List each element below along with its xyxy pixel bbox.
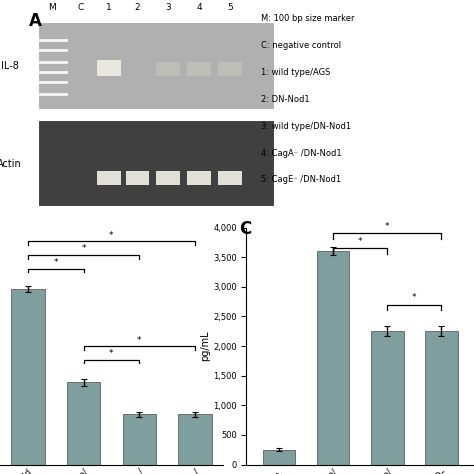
Text: M: 100 bp size marker: M: 100 bp size marker [261, 14, 354, 23]
Bar [122, 414, 156, 465]
FancyBboxPatch shape [97, 60, 121, 76]
Bar [263, 450, 295, 465]
Text: *: * [385, 222, 390, 231]
FancyBboxPatch shape [156, 172, 180, 185]
Text: *: * [412, 293, 417, 302]
Text: A: A [28, 12, 41, 30]
Text: 5: CagE⁻ /DN-Nod1: 5: CagE⁻ /DN-Nod1 [261, 175, 341, 184]
Bar [425, 331, 458, 465]
Text: C: negative control: C: negative control [261, 41, 341, 50]
Text: C: C [77, 3, 84, 12]
FancyBboxPatch shape [187, 62, 211, 76]
Text: M: M [48, 3, 56, 12]
FancyBboxPatch shape [218, 62, 242, 76]
Text: 2: 2 [135, 3, 140, 12]
Bar [371, 331, 403, 465]
Text: 2: DN-Nod1: 2: DN-Nod1 [261, 95, 310, 104]
Y-axis label: pg/mL: pg/mL [200, 331, 210, 361]
Bar [67, 383, 100, 465]
Text: C: C [239, 220, 252, 238]
Text: *: * [137, 336, 141, 345]
Text: 5: 5 [227, 3, 233, 12]
Text: *: * [82, 245, 86, 254]
Text: *: * [109, 231, 114, 240]
FancyBboxPatch shape [156, 62, 180, 76]
FancyBboxPatch shape [187, 172, 211, 185]
Text: 4: 4 [196, 3, 202, 12]
Text: *: * [54, 258, 58, 267]
Bar [317, 251, 349, 465]
Text: 1: wild type/AGS: 1: wild type/AGS [261, 68, 330, 77]
Text: 3: 3 [165, 3, 171, 12]
Text: *: * [109, 349, 114, 358]
FancyBboxPatch shape [126, 172, 149, 185]
Text: IL-8: IL-8 [0, 61, 18, 71]
Text: 3: wild type/DN-Nod1: 3: wild type/DN-Nod1 [261, 122, 351, 131]
Text: Actin: Actin [0, 158, 22, 169]
FancyBboxPatch shape [38, 120, 275, 207]
FancyBboxPatch shape [97, 172, 121, 185]
Bar [11, 289, 45, 465]
Text: 1: 1 [106, 3, 112, 12]
Bar [178, 414, 211, 465]
Text: *: * [358, 237, 363, 246]
FancyBboxPatch shape [218, 172, 242, 185]
FancyBboxPatch shape [38, 22, 275, 110]
Text: 4: CagA⁻ /DN-Nod1: 4: CagA⁻ /DN-Nod1 [261, 149, 341, 157]
